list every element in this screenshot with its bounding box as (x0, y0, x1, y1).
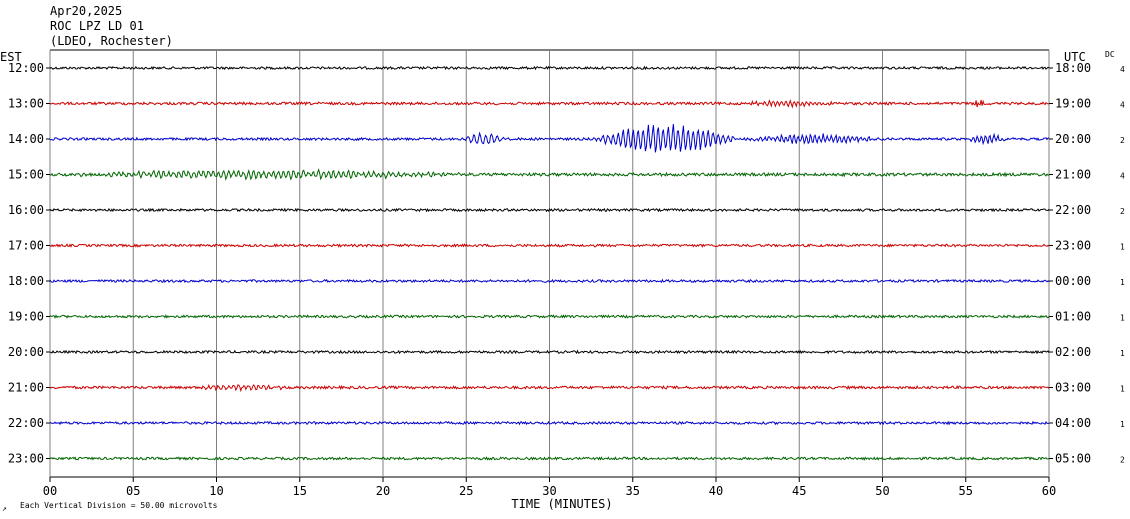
seismic-trace (49, 65, 1050, 71)
x-tick-label: 45 (792, 484, 806, 498)
utc-time-label: 05:00 (1055, 452, 1091, 466)
seismic-trace (49, 124, 1050, 153)
label-group: 00 05 10 15 20 25 30 35 40 45 50 55 60 EST UTC DC TIME (… (0, 50, 1125, 513)
est-time-label: 17:00 (8, 239, 44, 253)
seismic-trace (49, 99, 1049, 109)
x-tick-label: 60 (1042, 484, 1056, 498)
trace-group (49, 65, 1050, 461)
seismic-trace (49, 243, 1050, 248)
utc-time-label: 19:00 (1055, 97, 1091, 111)
dc-offset-label: 2 (1120, 207, 1125, 216)
utc-time-label: 00:00 (1055, 274, 1091, 288)
x-tick-label: 40 (709, 484, 723, 498)
est-time-label: 18:00 (8, 274, 44, 288)
x-tick-label: 10 (209, 484, 223, 498)
x-tick-label: 20 (376, 484, 390, 498)
seismic-trace (49, 420, 1050, 426)
est-axis-label: EST (0, 50, 22, 64)
dc-offset-label: 2 (1120, 136, 1125, 145)
utc-axis-label: UTC (1064, 50, 1086, 64)
utc-time-label: 03:00 (1055, 381, 1091, 395)
x-tick-label: 15 (293, 484, 307, 498)
dc-offset-label: 1 (1120, 314, 1125, 323)
dc-offset-label: 1 (1120, 349, 1125, 358)
dc-offset-label: 1 (1120, 385, 1125, 394)
seismic-trace (49, 349, 1050, 355)
est-time-label: 14:00 (8, 132, 44, 146)
x-tick-label: 55 (959, 484, 973, 498)
est-time-label: 13:00 (8, 97, 44, 111)
est-time-label: 15:00 (8, 168, 44, 182)
utc-time-label: 23:00 (1055, 239, 1091, 253)
chart-grid (46, 49, 1053, 482)
station-code: ROC LPZ LD 01 (50, 19, 144, 33)
dc-offset-label: 1 (1120, 420, 1125, 429)
dc-label: DC (1105, 50, 1115, 59)
x-tick-label: 25 (459, 484, 473, 498)
est-time-label: 23:00 (8, 452, 44, 466)
x-tick-label: 00 (43, 484, 57, 498)
utc-time-label: 20:00 (1055, 132, 1091, 146)
est-time-label: 20:00 (8, 345, 44, 359)
x-tick-label: 30 (542, 484, 556, 498)
x-axis-title: TIME (MINUTES) (511, 497, 612, 511)
utc-time-label: 22:00 (1055, 203, 1091, 217)
dc-offset-label: 4 (1120, 172, 1125, 181)
seismic-trace (49, 168, 1050, 181)
vertical-division-note: Each Vertical Division = 50.00 microvolt… (20, 501, 218, 510)
dc-offset-label: 1 (1120, 243, 1125, 252)
x-tick-label: 50 (875, 484, 889, 498)
est-time-label: 19:00 (8, 310, 44, 324)
dc-offset-label: 4 (1120, 101, 1125, 110)
est-time-label: 12:00 (8, 61, 44, 75)
utc-time-label: 04:00 (1055, 416, 1091, 430)
network-name: (LDEO, Rochester) (50, 34, 173, 48)
utc-time-label: 02:00 (1055, 345, 1091, 359)
corner-arrow-icon: ↗ (2, 504, 7, 513)
utc-time-label: 18:00 (1055, 61, 1091, 75)
dc-offset-label: 1 (1120, 278, 1125, 287)
x-tick-label: 35 (626, 484, 640, 498)
x-tick-label: 05 (126, 484, 140, 498)
seismic-trace (49, 383, 1050, 393)
chart-date-title: Apr20,2025 (50, 4, 123, 18)
seismic-trace (49, 207, 1050, 213)
est-time-label: 21:00 (8, 381, 44, 395)
est-time-label: 22:00 (8, 416, 44, 430)
utc-time-label: 01:00 (1055, 310, 1091, 324)
seismic-trace (49, 456, 1050, 461)
dc-offset-label: 2 (1120, 456, 1125, 465)
utc-time-label: 21:00 (1055, 168, 1091, 182)
seismic-trace (49, 314, 1050, 319)
seismic-trace (49, 278, 1050, 284)
est-time-label: 16:00 (8, 203, 44, 217)
dc-offset-label: 4 (1120, 65, 1125, 74)
